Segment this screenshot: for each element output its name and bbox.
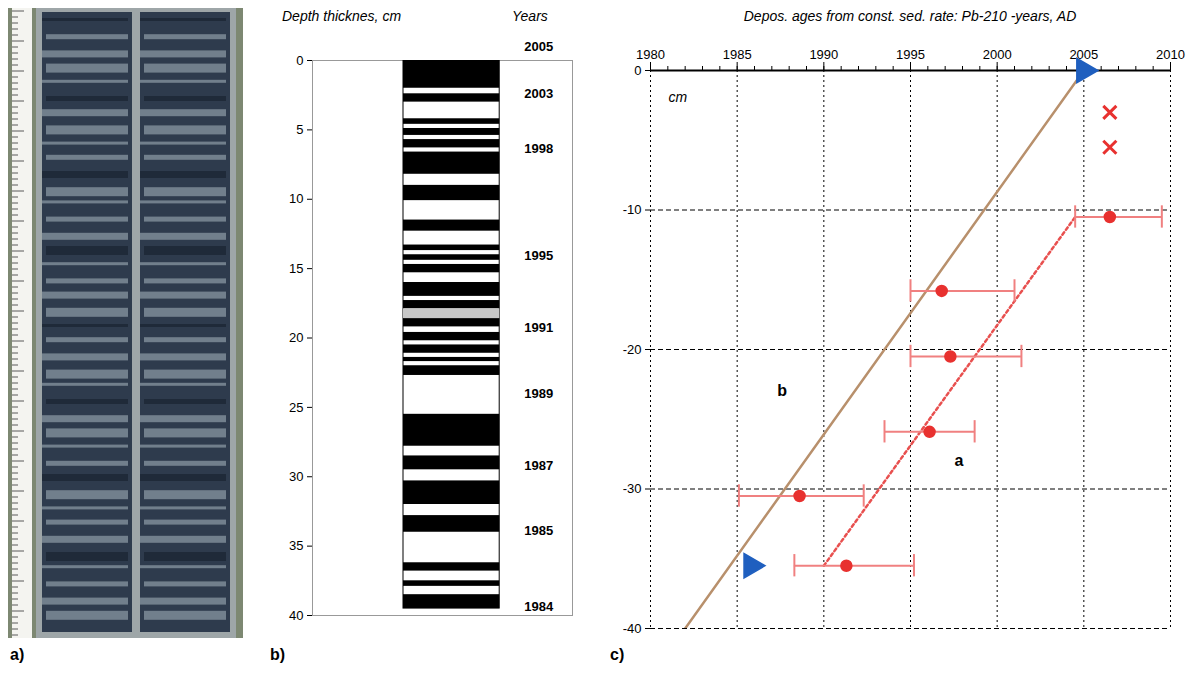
svg-text:b: b [777, 382, 787, 399]
svg-text:-20: -20 [623, 342, 642, 357]
html-text:b): b) [270, 646, 286, 663]
html-text:a): a) [10, 646, 25, 663]
svg-text:2005: 2005 [524, 39, 553, 54]
html-text:c): c) [610, 646, 625, 663]
svg-text:1987: 1987 [524, 458, 553, 473]
svg-text:2010: 2010 [1156, 47, 1185, 62]
svg-text:1989: 1989 [524, 386, 553, 401]
svg-text:2005: 2005 [1069, 47, 1098, 62]
svg-text:a: a [955, 452, 964, 469]
svg-text:20: 20 [289, 330, 303, 345]
svg-text:0: 0 [634, 63, 641, 78]
svg-text:40: 40 [289, 608, 303, 623]
svg-text:-40: -40 [623, 621, 642, 636]
svg-text:15: 15 [289, 261, 303, 276]
svg-text:1990: 1990 [809, 47, 838, 62]
svg-text:1995: 1995 [524, 248, 553, 263]
svg-text:5: 5 [296, 122, 303, 137]
svg-text:10: 10 [289, 191, 303, 206]
svg-text:1984: 1984 [524, 599, 554, 614]
html-text:Depth thicknes, cm: Depth thicknes, cm [282, 8, 402, 24]
svg-text:1980: 1980 [636, 47, 665, 62]
svg-text:1985: 1985 [723, 47, 752, 62]
html-text:Years: Years [512, 8, 548, 24]
svg-text:-10: -10 [623, 202, 642, 217]
svg-text:1995: 1995 [896, 47, 925, 62]
svg-text:2003: 2003 [524, 86, 553, 101]
html-text:Depos. ages from const. sed. r: Depos. ages from const. sed. rate: Pb-21… [743, 8, 1077, 24]
svg-text:1998: 1998 [524, 141, 553, 156]
svg-text:1985: 1985 [524, 523, 553, 538]
svg-text:30: 30 [289, 469, 303, 484]
svg-text:2000: 2000 [983, 47, 1012, 62]
svg-text:-30: -30 [623, 481, 642, 496]
svg-text:35: 35 [289, 538, 303, 553]
svg-text:0: 0 [296, 53, 303, 68]
svg-text:25: 25 [289, 400, 303, 415]
svg-text:cm: cm [669, 89, 688, 105]
svg-text:1991: 1991 [524, 320, 553, 335]
